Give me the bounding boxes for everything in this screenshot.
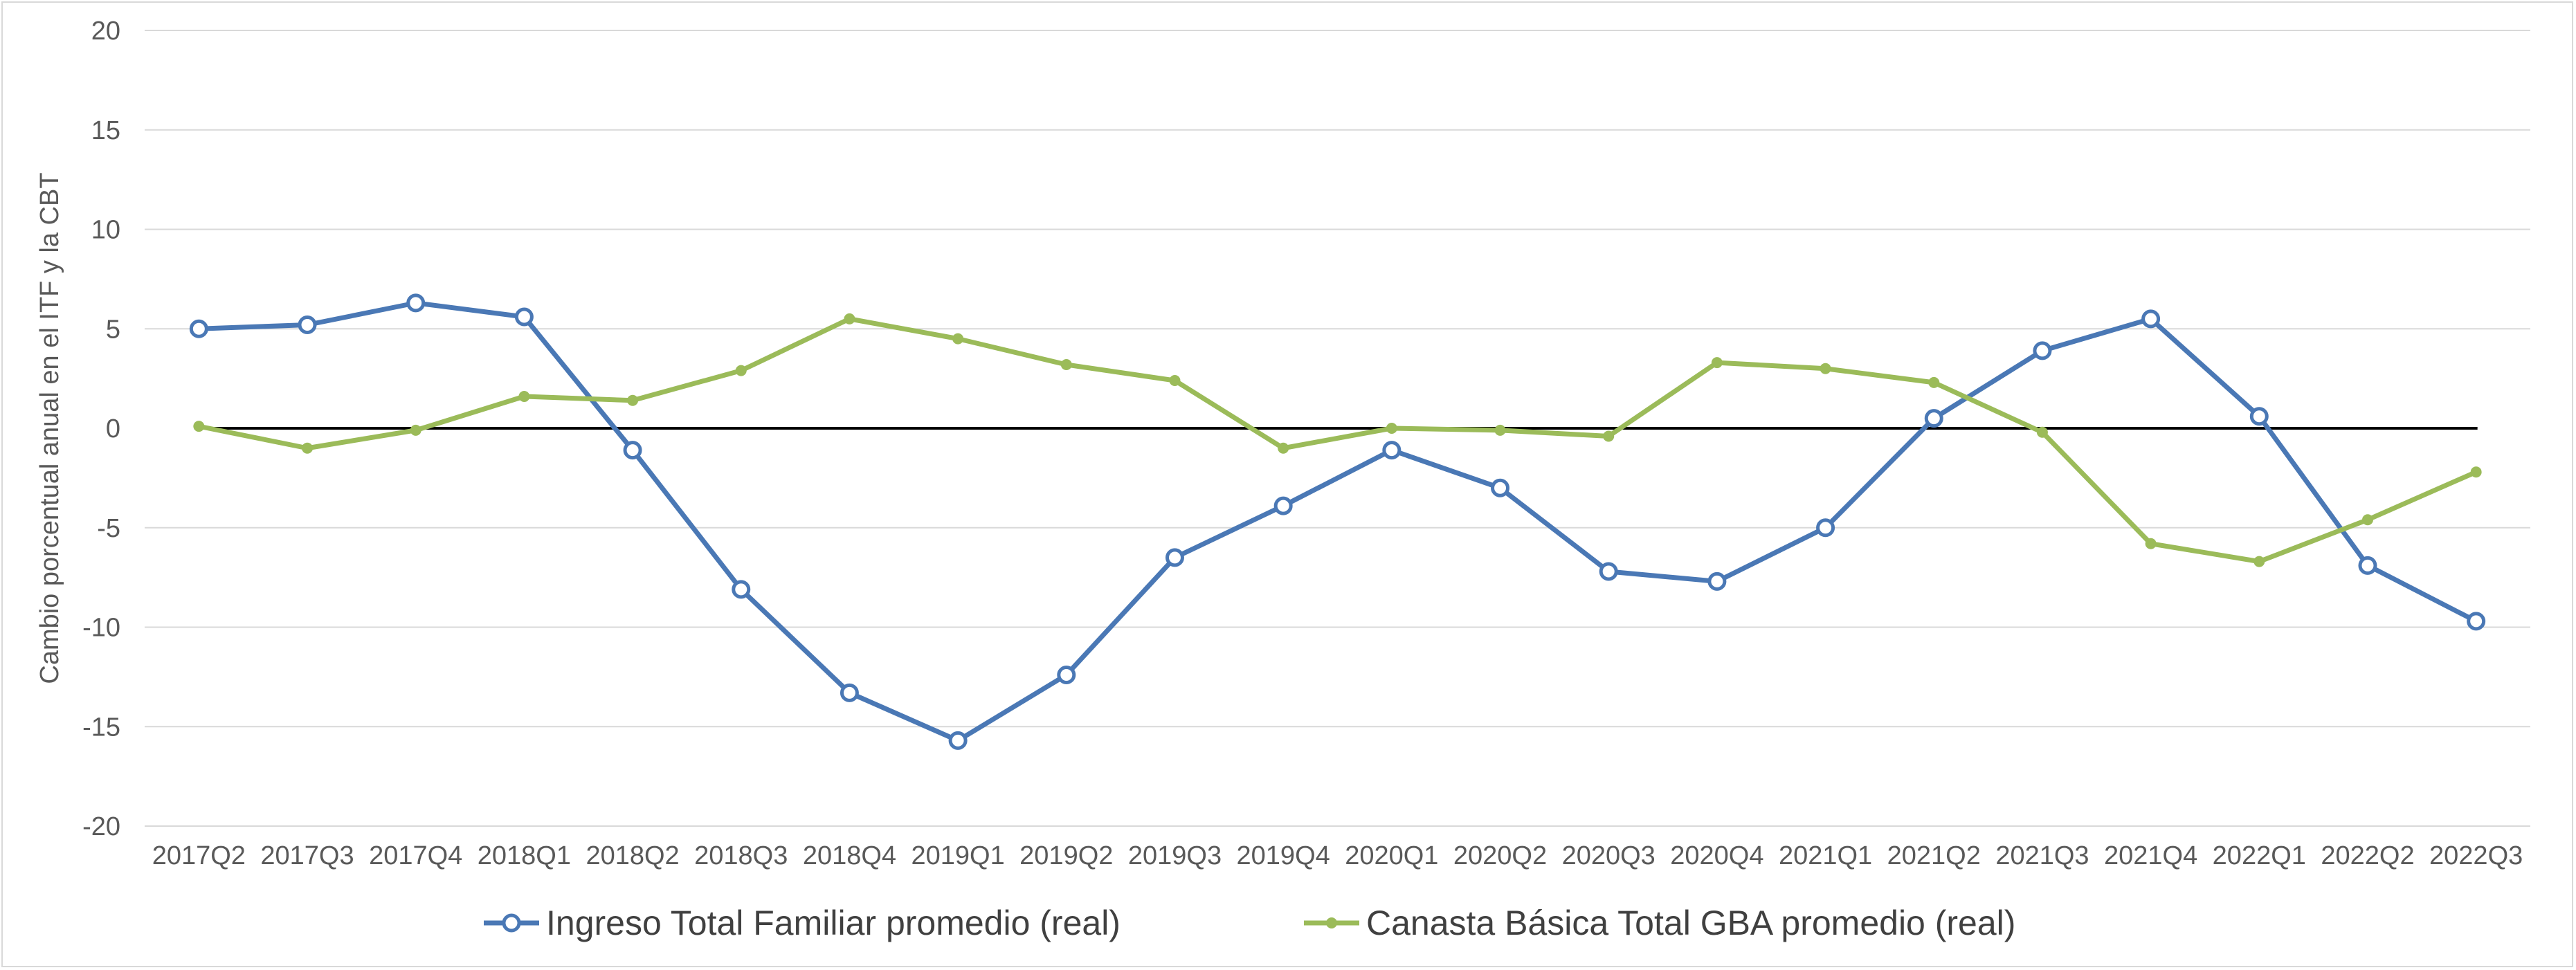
x-tick-label: 2018Q3: [694, 841, 788, 870]
legend: Ingreso Total Familiar promedio (real) Ca…: [484, 904, 2015, 942]
data-point: [302, 442, 314, 454]
data-point: [1491, 478, 1510, 497]
data-point: [1278, 442, 1289, 454]
data-point: [952, 333, 964, 345]
data-point: [1165, 548, 1184, 567]
x-tick-label: 2019Q4: [1237, 841, 1330, 870]
legend-label: Ingreso Total Familiar promedio (real): [546, 904, 1121, 942]
x-tick-label: 2019Q2: [1019, 841, 1113, 870]
data-point: [2358, 556, 2377, 575]
data-point: [2253, 556, 2265, 567]
x-tick-label: 2017Q4: [369, 841, 462, 870]
data-point: [1494, 424, 1506, 436]
series-1: [189, 293, 2486, 750]
data-point: [2141, 309, 2161, 329]
y-tick-label: 15: [91, 116, 120, 145]
y-tick-label: 10: [91, 216, 120, 245]
data-point: [2249, 407, 2269, 426]
y-axis-tick-labels: 20 15 10 5 0 -5 -10 -15 -20: [82, 17, 120, 841]
data-point: [844, 313, 855, 324]
data-point: [1711, 357, 1723, 369]
data-point: [514, 307, 534, 327]
data-point: [518, 391, 530, 402]
x-tick-label: 2020Q2: [1453, 841, 1547, 870]
x-tick-label: 2018Q1: [478, 841, 571, 870]
series-line: [196, 300, 2479, 743]
data-point: [2470, 466, 2482, 478]
y-tick-label: -5: [97, 514, 120, 543]
data-point: [1599, 562, 1618, 581]
y-tick-label: 20: [91, 17, 120, 46]
y-axis-title: Cambio porcentual anual en el ITF y la C…: [35, 172, 64, 684]
x-tick-label: 2017Q3: [260, 841, 354, 870]
data-point: [1928, 376, 1940, 388]
data-point: [1273, 496, 1293, 515]
x-tick-label: 2020Q3: [1562, 841, 1656, 870]
data-point: [298, 315, 317, 334]
x-tick-label: 2020Q4: [1670, 841, 1763, 870]
data-point: [1169, 375, 1181, 386]
data-point: [1386, 423, 1397, 434]
data-point: [1816, 518, 1835, 538]
data-point: [1707, 571, 1727, 591]
x-tick-label: 2021Q4: [2104, 841, 2197, 870]
y-tick-label: 0: [106, 414, 120, 443]
data-point: [1820, 363, 1831, 374]
x-tick-label: 2018Q2: [586, 841, 679, 870]
data-point: [627, 394, 639, 406]
data-point: [1924, 409, 1943, 428]
data-point: [1382, 441, 1402, 460]
series-line: [196, 316, 2479, 565]
data-point: [410, 424, 421, 436]
data-point: [1060, 359, 1072, 370]
x-tick-label: 2021Q2: [1887, 841, 1981, 870]
x-tick-label: 2017Q2: [152, 841, 246, 870]
data-point: [840, 683, 859, 702]
y-tick-label: -10: [82, 614, 120, 643]
x-tick-label: 2022Q2: [2321, 841, 2414, 870]
data-point: [1603, 430, 1615, 442]
legend-item: Ingreso Total Familiar promedio (real): [484, 904, 1121, 942]
y-tick-label: -15: [82, 713, 120, 742]
series-lines: [189, 293, 2486, 750]
x-axis-tick-labels: 2017Q2 2017Q3 2017Q4 2018Q1 2018Q2 2018Q3 2018…: [152, 841, 2523, 870]
gridlines: [145, 30, 2530, 827]
data-point: [193, 421, 205, 432]
y-tick-label: 5: [106, 315, 120, 344]
legend-marker: [502, 913, 521, 933]
legend-item: Canasta Básica Total GBA promedio (real): [1304, 904, 2015, 942]
data-point: [2033, 341, 2052, 360]
x-tick-label: 2020Q1: [1345, 841, 1438, 870]
data-point: [623, 441, 642, 460]
x-tick-label: 2019Q1: [911, 841, 1004, 870]
data-point: [2036, 426, 2048, 438]
y-tick-label: -20: [82, 812, 120, 841]
x-tick-label: 2018Q4: [803, 841, 896, 870]
x-tick-label: 2022Q3: [2429, 841, 2523, 870]
data-point: [2467, 612, 2486, 631]
data-point: [735, 365, 747, 376]
x-tick-label: 2021Q3: [1995, 841, 2089, 870]
series-2: [193, 313, 2482, 567]
x-tick-label: 2019Q3: [1128, 841, 1222, 870]
data-point: [732, 580, 751, 599]
data-point: [1057, 666, 1076, 684]
data-point: [189, 319, 208, 338]
data-point: [2145, 538, 2157, 549]
x-tick-label: 2021Q1: [1779, 841, 1872, 870]
data-point: [2361, 514, 2373, 526]
data-point: [406, 293, 426, 313]
x-tick-label: 2022Q1: [2213, 841, 2306, 870]
data-point: [948, 731, 968, 750]
legend-label: Canasta Básica Total GBA promedio (real): [1366, 904, 2015, 942]
legend-marker: [1326, 917, 1337, 928]
